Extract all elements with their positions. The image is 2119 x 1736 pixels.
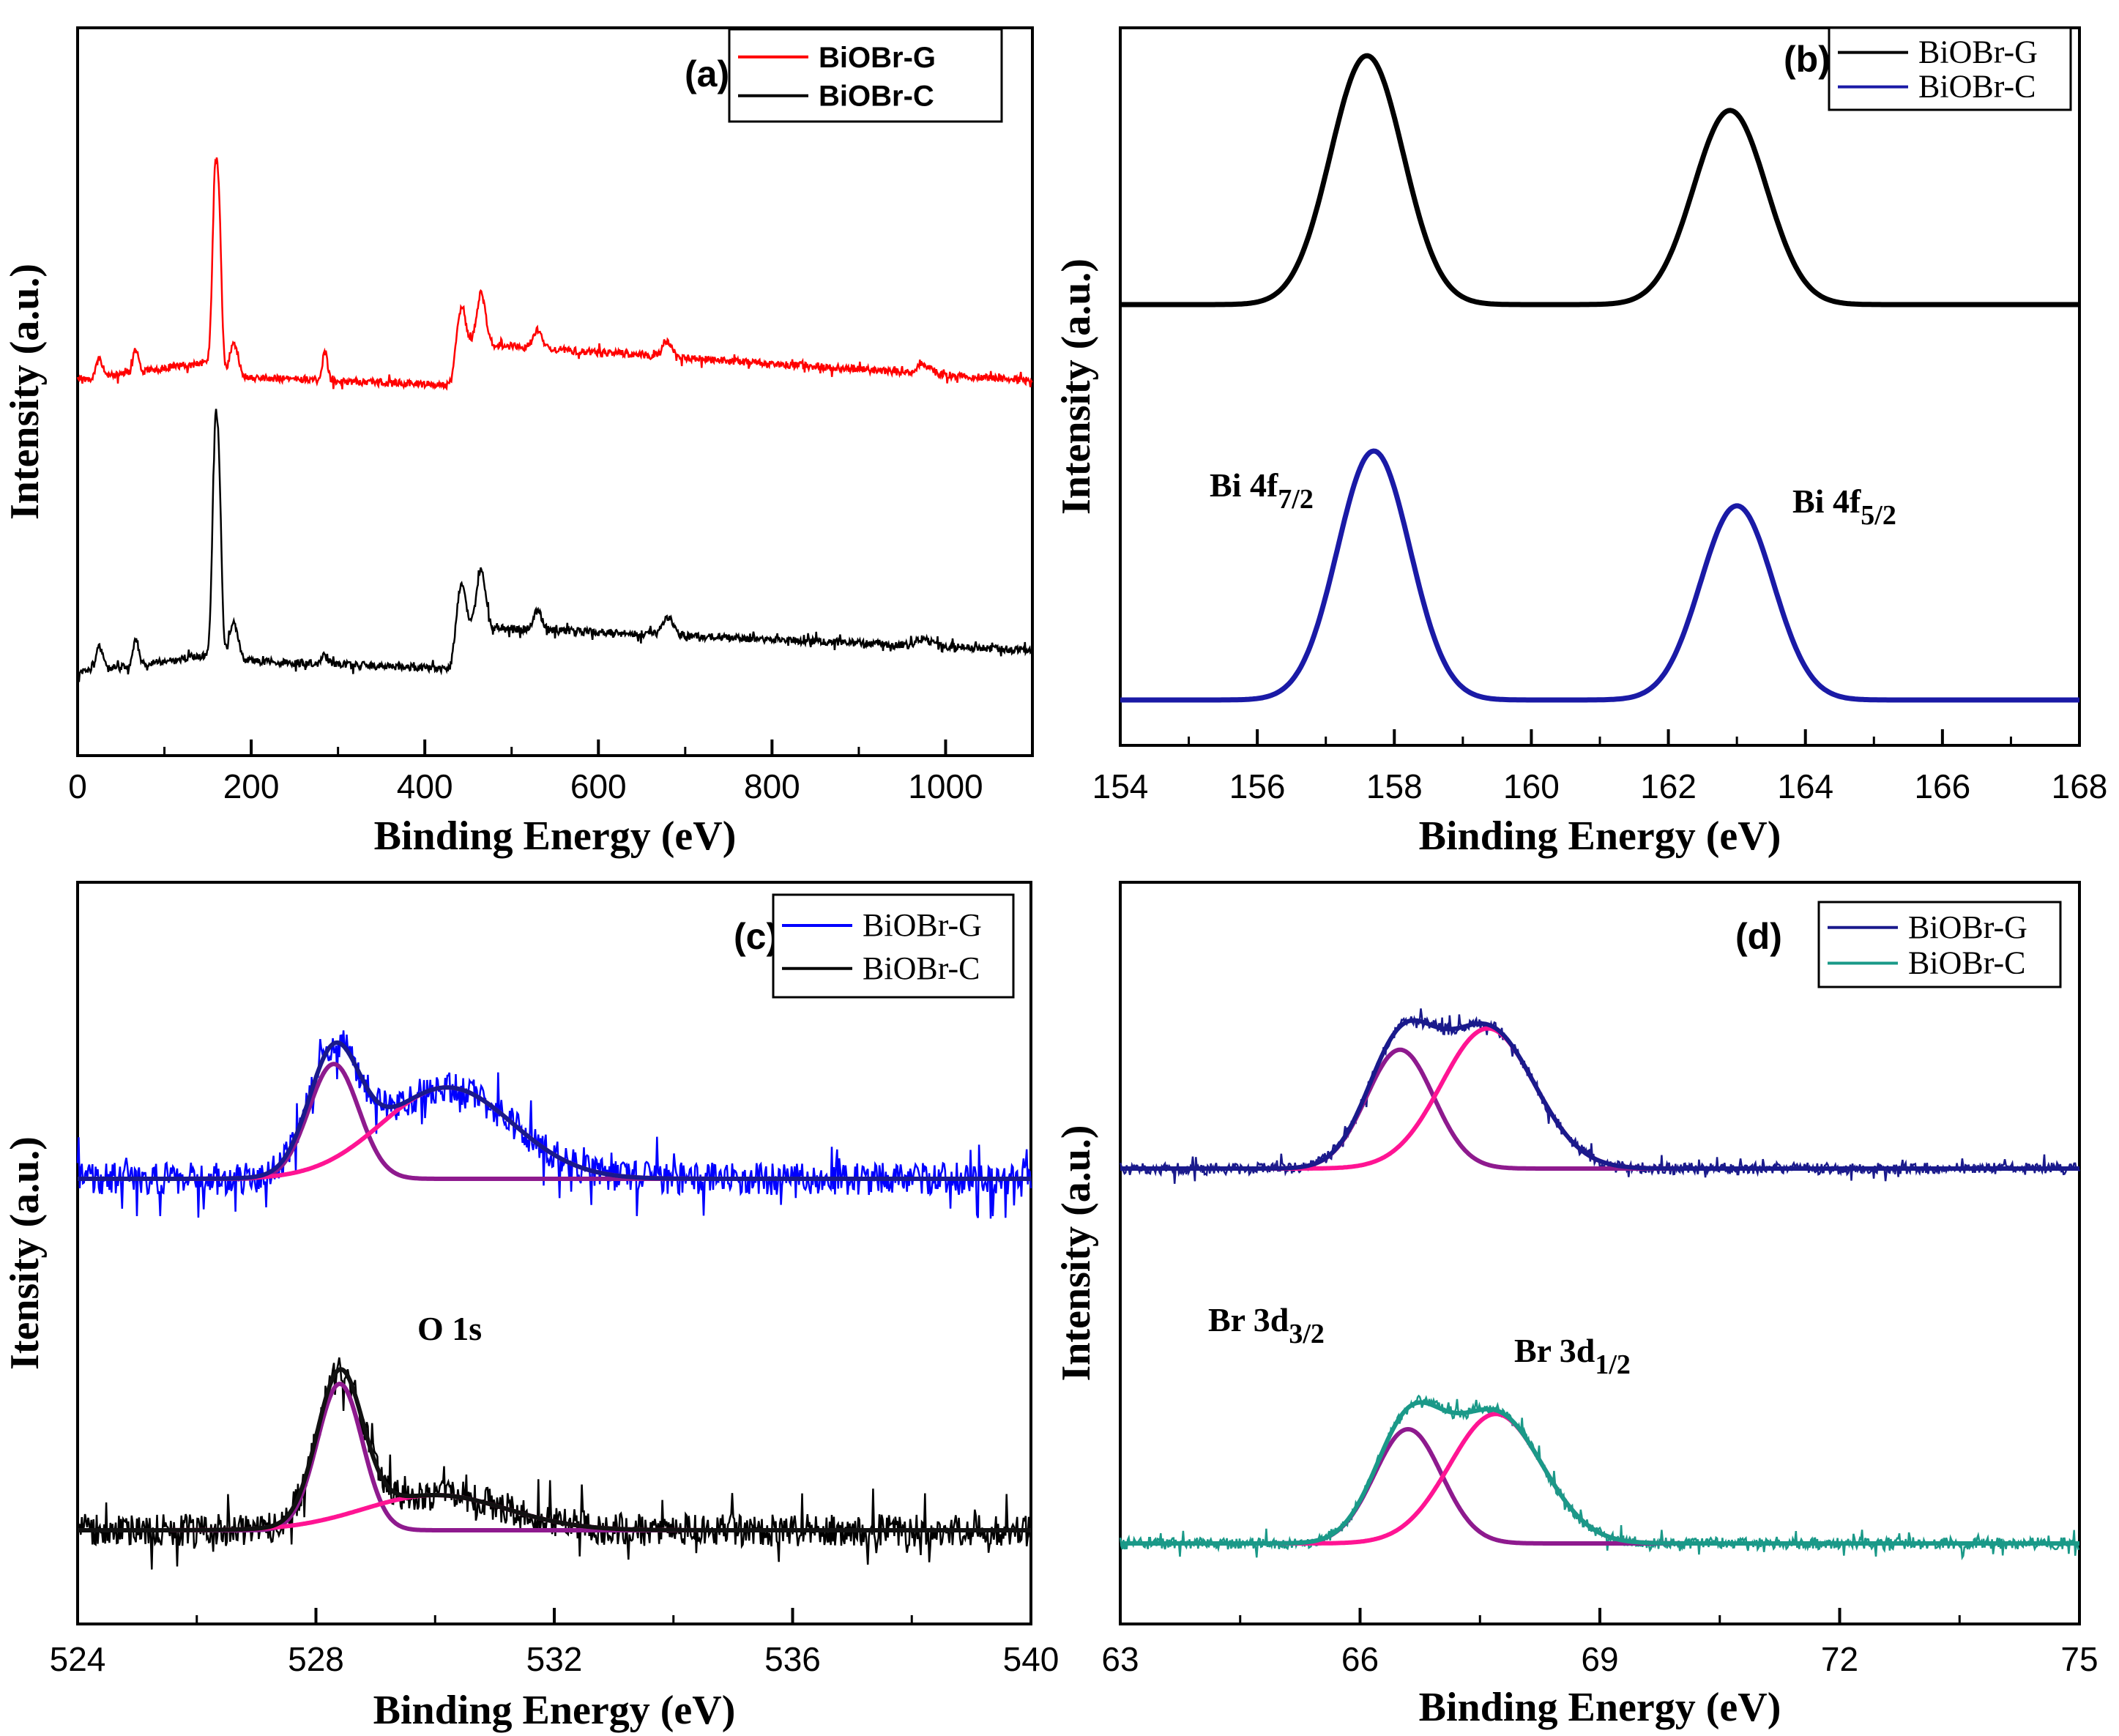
fit-envelope [1120, 1018, 2079, 1171]
fit-envelope [78, 1040, 1031, 1181]
fit-component-2 [1120, 1026, 2079, 1171]
x-axis-title: Binding Energy (eV) [1419, 1685, 1781, 1730]
x-tick-label: 200 [223, 767, 280, 805]
panel-b-bi-4f-spectrum: 154 156 158 160 162 164 166 168 Binding Energy (… [1054, 26, 2108, 859]
x-tick-label: 66 [1341, 1640, 1379, 1678]
x-tick-label: 75 [2060, 1640, 2098, 1678]
panel-label: (c) [734, 916, 778, 957]
x-tick-label: 1000 [908, 767, 983, 805]
panel-c-o-1s-spectrum: 524 528 532 536 540 Binding Energy (eV) Itensi… [2, 881, 1060, 1733]
x-tick-label: 400 [397, 767, 453, 805]
panel-label: (a) [685, 53, 729, 94]
legend: BiOBr-G BiOBr-C [728, 28, 1003, 123]
panel-label: (d) [1735, 916, 1782, 957]
fit-component-1 [1120, 1047, 2079, 1171]
legend-entry: BiOBr-C [863, 950, 980, 986]
y-axis-title: Itensity (a.u.) [2, 1136, 48, 1370]
x-tick-label: 528 [288, 1640, 344, 1678]
fit-component-2 [78, 1085, 1031, 1181]
series-line-biobr-g [1120, 53, 2079, 308]
peak-annotation: O 1s [417, 1310, 482, 1347]
x-tick-label: 168 [2052, 767, 2108, 805]
peak-annotation: Br 3d1/2 [1514, 1332, 1631, 1380]
legend-entry: BiOBr-C [1908, 945, 2025, 981]
x-tick-label: 0 [68, 767, 87, 805]
x-tick-label: 800 [744, 767, 800, 805]
fit-envelope [78, 1367, 1031, 1532]
plot-frame [1119, 26, 2081, 747]
series-line-biobr-c [1120, 448, 2079, 703]
legend-entry: BiOBr-G [863, 907, 982, 943]
panel-label: (b) [1784, 39, 1831, 80]
legend-entry: BiOBr-C [1918, 69, 2036, 105]
x-tick-label: 600 [570, 767, 627, 805]
legend-entry: BiOBr-G [819, 42, 936, 74]
x-tick-label: 166 [1914, 767, 1970, 805]
legend: BiOBr-G BiOBr-C [772, 893, 1015, 999]
x-tick-label: 536 [764, 1640, 821, 1678]
x-tick-label: 540 [1003, 1640, 1060, 1678]
panel-a-survey-spectrum: 0 200 400 600 800 1000 Binding Energy (eV) Inte… [2, 26, 1034, 859]
x-tick-label: 69 [1581, 1640, 1618, 1678]
legend-entry: BiOBr-C [819, 81, 934, 113]
x-tick-label: 154 [1092, 767, 1149, 805]
legend-box [1828, 26, 2072, 111]
peak-annotation: Bi 4f7/2 [1210, 466, 1314, 515]
legend-entry: BiOBr-G [1908, 909, 2027, 945]
panel-d-br-3d-spectrum: 63 66 69 72 75 Binding Energy (eV) Intensity (… [1054, 881, 2098, 1730]
fit-component-2 [1120, 1412, 2079, 1546]
legend-box [728, 28, 1003, 123]
legend-box [772, 893, 1015, 999]
x-tick-label: 63 [1101, 1640, 1139, 1678]
x-axis-title: Binding Energy (eV) [374, 813, 737, 859]
x-tick-label: 162 [1640, 767, 1697, 805]
series-line-biobr-c [76, 409, 1033, 682]
x-tick-label: 72 [1821, 1640, 1858, 1678]
plot-frame [76, 26, 1034, 757]
legend-entry: BiOBr-G [1918, 34, 2038, 70]
fit-component-1 [78, 1382, 1031, 1532]
series-line-biobr-g [76, 157, 1033, 391]
x-tick-label: 524 [50, 1640, 106, 1678]
series-line-biobr-g [1119, 1008, 2081, 1184]
x-tick-label: 160 [1503, 767, 1560, 805]
fit-envelope [1120, 1400, 2079, 1546]
peak-annotation: Br 3d3/2 [1208, 1301, 1325, 1349]
fit-component-1 [1120, 1426, 2079, 1546]
peak-annotation: Bi 4f5/2 [1792, 483, 1896, 531]
x-axis-title: Binding Energy (eV) [1419, 813, 1781, 859]
y-axis-title: Intensity (a.u.) [2, 264, 48, 520]
series-line-biobr-g [76, 1030, 1032, 1219]
plot-frame [1119, 881, 2081, 1625]
x-axis-title: Binding Energy (eV) [373, 1688, 736, 1733]
y-axis-title: Intensity (a.u.) [1054, 1125, 1099, 1381]
x-tick-label: 156 [1229, 767, 1286, 805]
legend-box [1817, 901, 2062, 988]
y-axis-title: Intensity (a.u.) [1054, 258, 1099, 515]
x-tick-label: 158 [1366, 767, 1423, 805]
series-line-biobr-c [76, 1357, 1032, 1570]
x-tick-label: 164 [1777, 767, 1833, 805]
x-tick-label: 532 [526, 1640, 583, 1678]
